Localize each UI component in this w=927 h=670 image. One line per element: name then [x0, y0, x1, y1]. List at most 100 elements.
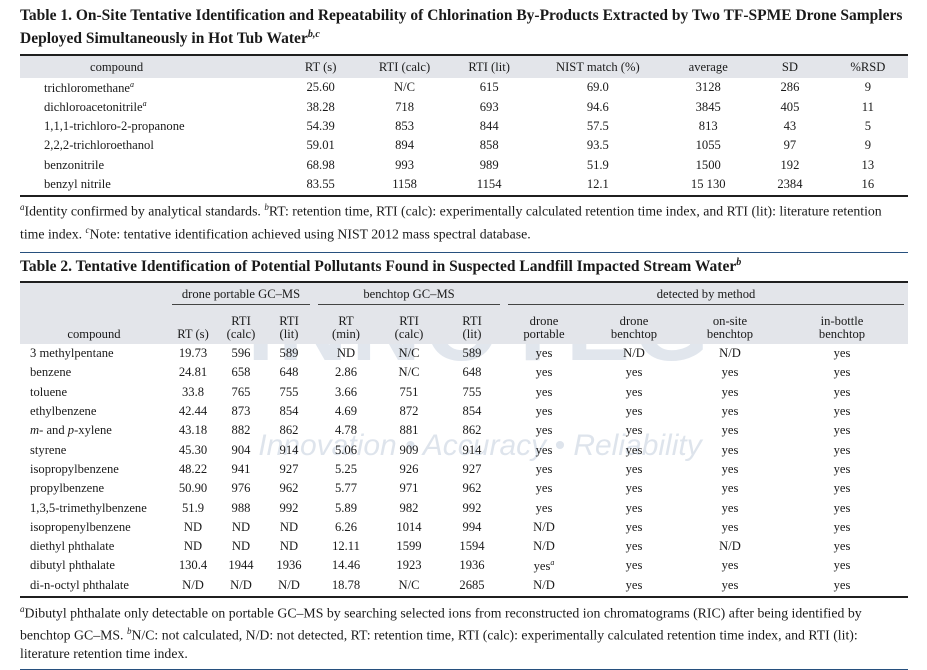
- value-cell: yes: [833, 539, 851, 554]
- value-cell: 2384: [777, 177, 803, 192]
- value-cell: 853: [395, 118, 414, 133]
- table-row: benzonitrile 68.98 993 989 51.9 1500 192 13: [20, 156, 908, 175]
- compound-cell: propylbenzene: [30, 481, 105, 496]
- value-cell: yes: [833, 577, 851, 592]
- table1-section: Table 1. On-Site Tentative Identificatio…: [20, 6, 908, 48]
- compound-cell: 3 methylpentane: [30, 346, 114, 361]
- value-cell: 5: [864, 118, 871, 133]
- compound-cell: 1,1,1-trichloro-2-propanone: [44, 118, 185, 133]
- value-cell: ND: [183, 539, 203, 554]
- value-cell: yes: [721, 519, 739, 534]
- compound-cell: isopropylbenzene: [30, 461, 119, 476]
- value-cell: 57.5: [586, 118, 609, 133]
- value-cell: 192: [780, 157, 800, 172]
- value-cell: N/D: [182, 577, 204, 592]
- table2: drone portable GC–MS benchtop GC–MS dete…: [20, 281, 908, 670]
- value-cell: yes: [721, 577, 739, 592]
- table2-section: Table 2. Tentative Identification of Pot…: [20, 253, 908, 276]
- table2-title: Table 2. Tentative Identification of Pot…: [20, 258, 737, 276]
- value-cell: 2685: [459, 577, 485, 592]
- value-cell: 2.86: [334, 365, 358, 380]
- value-cell: 1936: [459, 558, 485, 573]
- value-cell: 927: [462, 461, 482, 476]
- value-cell: 862: [279, 423, 299, 438]
- value-cell: yes: [535, 346, 553, 361]
- value-cell: 658: [231, 365, 251, 380]
- value-cell: 12.1: [586, 177, 609, 192]
- value-cell: 718: [395, 99, 414, 114]
- table-row: di-n-octyl phthalate N/D N/D N/D 18.78 N/C 268…: [20, 576, 908, 595]
- value-cell: yes: [721, 481, 739, 496]
- value-cell: 909: [399, 442, 419, 457]
- value-cell: 596: [231, 346, 251, 361]
- value-cell: 6.26: [334, 519, 358, 534]
- value-cell: yes: [535, 404, 553, 419]
- table-row: diethyl phthalate ND ND ND 12.11 1599 1594 N/D y…: [20, 537, 908, 556]
- value-cell: yes: [535, 500, 553, 515]
- value-cell: 982: [399, 500, 419, 515]
- table2-col-header: drone benchtop: [610, 314, 658, 341]
- group-drone: drone portable GC–MS: [168, 282, 314, 305]
- table-row: toluene 33.8 765 755 3.66 751 755 yes yes yes yes: [20, 383, 908, 402]
- table-row: styrene 45.30 904 914 5.06 909 914 yes yes yes yes: [20, 440, 908, 459]
- value-cell: 5.06: [334, 442, 358, 457]
- value-cell: ND: [279, 519, 299, 534]
- table1-title-sup: b,c: [307, 29, 320, 40]
- table2-col-header: in-bottle benchtop: [818, 314, 866, 341]
- value-cell: yes: [625, 539, 643, 554]
- value-cell: 33.8: [181, 384, 205, 399]
- value-cell: yes: [625, 519, 643, 534]
- value-cell: yes: [833, 481, 851, 496]
- value-cell: yesa: [533, 557, 555, 573]
- value-cell: yes: [535, 384, 553, 399]
- value-cell: 286: [780, 80, 800, 95]
- value-cell: 755: [462, 384, 482, 399]
- value-cell: 19.73: [178, 346, 208, 361]
- value-cell: 3.66: [334, 384, 358, 399]
- table-row: dichloroacetonitrilea 38.28 718 693 94.6 3845…: [20, 97, 908, 116]
- table-row: ethylbenzene 42.44 873 854 4.69 872 854 yes yes y…: [20, 402, 908, 421]
- value-cell: yes: [625, 365, 643, 380]
- value-cell: 83.55: [306, 177, 335, 192]
- value-cell: yes: [721, 384, 739, 399]
- value-cell: N/D: [278, 577, 300, 592]
- value-cell: 1158: [392, 177, 417, 192]
- table2-col-header: RTI (calc): [226, 314, 256, 341]
- value-cell: 693: [479, 99, 499, 114]
- value-cell: 1923: [396, 558, 422, 573]
- compound-cell: dichloroacetonitrilea: [44, 98, 147, 115]
- table1-footnote: aIdentity confirmed by analytical standa…: [20, 202, 882, 242]
- table1: compound RT (s) RTI (calc) RTI (lit) NIST ma…: [20, 54, 908, 253]
- table1-title: Table 1. On-Site Tentative Identificatio…: [20, 7, 903, 48]
- value-cell: 97: [783, 138, 797, 153]
- value-cell: 9: [864, 138, 871, 153]
- value-cell: yes: [625, 558, 643, 573]
- value-cell: 589: [462, 346, 482, 361]
- value-cell: yes: [625, 404, 643, 419]
- table-row: 3 methylpentane 19.73 596 589 ND N/C 589 yes N/D…: [20, 344, 908, 363]
- table2-col-header: RT (min): [332, 314, 360, 341]
- value-cell: yes: [535, 423, 553, 438]
- table2-col-header: compound: [67, 327, 121, 341]
- value-cell: 755: [279, 384, 299, 399]
- value-cell: ND: [231, 539, 251, 554]
- value-cell: 12.11: [332, 539, 360, 554]
- value-cell: yes: [625, 500, 643, 515]
- value-cell: 5.77: [334, 481, 358, 496]
- compound-cell: toluene: [30, 384, 68, 399]
- table-row: 1,1,1-trichloro-2-propanone 54.39 853 844 57…: [20, 117, 908, 136]
- table-row: propylbenzene 50.90 976 962 5.77 971 962 yes yes…: [20, 479, 908, 498]
- value-cell: 1500: [695, 157, 721, 172]
- table-row: m- and p-xylene 43.18 882 862 4.78 881 862 yes y…: [20, 421, 908, 440]
- value-cell: 976: [231, 481, 251, 496]
- value-cell: 589: [279, 346, 299, 361]
- table2-header-row: compound RT (s) RTI (calc) RTI (lit) RT (min) RT…: [20, 305, 908, 344]
- value-cell: yes: [833, 423, 851, 438]
- value-cell: 854: [279, 404, 299, 419]
- value-cell: 872: [399, 404, 419, 419]
- value-cell: yes: [535, 365, 553, 380]
- table1-col-header: NIST match (%): [555, 59, 640, 74]
- value-cell: N/D: [623, 346, 645, 361]
- value-cell: yes: [833, 404, 851, 419]
- value-cell: yes: [625, 423, 643, 438]
